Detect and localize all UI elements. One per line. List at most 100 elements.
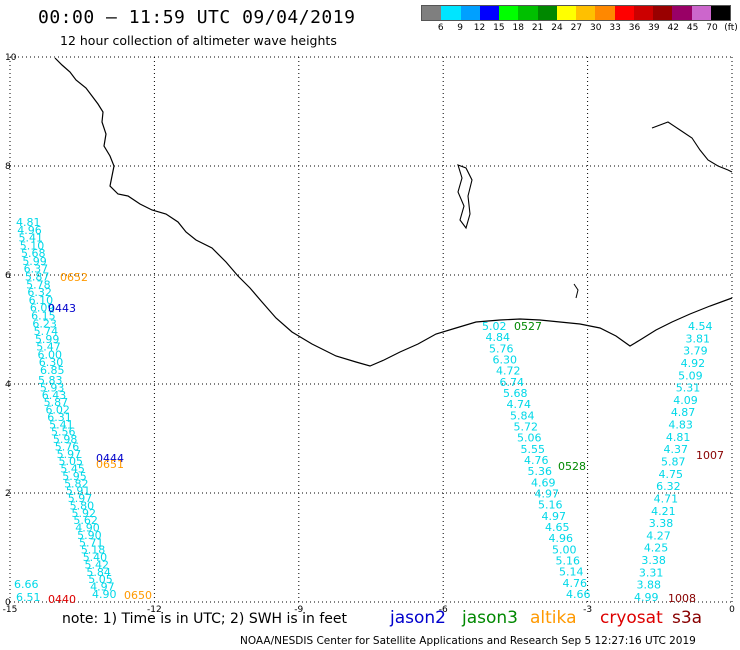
wave-height-label: 5.74 — [34, 325, 59, 338]
x-tick-label: 0 — [729, 605, 735, 615]
wave-height-label: 4.74 — [507, 398, 532, 411]
wave-height-label: 6.51 — [16, 591, 41, 604]
wave-height-label: 4.21 — [651, 505, 676, 518]
upper-right-coast — [651, 121, 733, 173]
wave-height-label: 5.97 — [68, 492, 93, 505]
wave-height-label: 4.87 — [671, 406, 696, 419]
legend-swatch — [672, 6, 692, 20]
wave-height-label: 5.78 — [26, 278, 51, 291]
coastline-path — [54, 57, 733, 367]
wave-height-label: 6.30 — [493, 354, 518, 367]
wave-height-label: 4.37 — [663, 443, 688, 456]
wave-height-label: 3.79 — [683, 345, 708, 358]
wave-height-label: 3.81 — [686, 332, 711, 345]
wave-height-label: 5.84 — [86, 566, 111, 579]
wave-height-label: 6.10 — [29, 294, 53, 307]
x-tick-label: -15 — [3, 605, 18, 615]
wave-height-label: 5.45 — [60, 463, 85, 476]
wave-height-label: 5.99 — [22, 255, 46, 268]
wave-height-label: 6.32 — [656, 480, 681, 493]
legend-label: 42 — [667, 23, 679, 33]
wave-height-label: 6.85 — [40, 364, 65, 377]
wave-height-label: 4.71 — [654, 492, 679, 505]
time-label: 1008 — [668, 592, 696, 605]
wave-height-label: 5.71 — [79, 536, 104, 549]
island-outline — [457, 164, 473, 230]
legend-swatch — [576, 6, 596, 20]
wave-height-label: 3.38 — [649, 517, 674, 530]
wave-height-label: 4.27 — [646, 529, 671, 542]
time-label: 1007 — [696, 449, 724, 462]
satellite-jason2: jason2 — [390, 608, 446, 628]
legend-label: 15 — [493, 23, 505, 33]
satellite-jason3: jason3 — [462, 608, 518, 628]
legend-swatches — [421, 5, 731, 21]
wave-height-label: 3.88 — [636, 579, 661, 592]
wave-height-label: 4.96 — [549, 532, 574, 545]
legend-labels: 6 9 12 15 18 21 24 27 30 33 36 39 42 45 70 (ft) — [421, 21, 738, 35]
y-tick-label: 8 — [5, 162, 11, 172]
x-tick-label: -12 — [147, 605, 162, 615]
wave-height-label: 5.36 — [528, 465, 553, 478]
altimeter-tracks: 4.814.965.415.105.685.996.375.875.786.32… — [14, 216, 713, 604]
time-label: 0443 — [48, 302, 76, 315]
wave-height-label: 5.87 — [661, 456, 686, 469]
legend-label: 30 — [590, 23, 602, 33]
legend-label: 6 — [437, 23, 444, 33]
wave-height-label: 5.72 — [514, 421, 539, 434]
wave-height-label: 5.87 — [44, 396, 69, 409]
legend-label: 24 — [551, 23, 563, 33]
time-label: 0652 — [60, 271, 88, 284]
wave-height-label: 4.54 — [688, 320, 713, 333]
wave-height-label: 4.99 — [634, 591, 659, 604]
legend-swatch — [460, 6, 480, 20]
wave-height-label: 4.81 — [16, 216, 41, 229]
wave-height-label: 5.05 — [58, 455, 83, 468]
wave-height-label: 5.00 — [552, 543, 577, 556]
wave-height-label: 5.56 — [51, 426, 76, 439]
wave-height-label: 6.02 — [45, 404, 69, 417]
wave-height-label: 5.09 — [678, 369, 703, 382]
wave-height-label: 6.37 — [24, 263, 49, 276]
satellite-s3a: s3a — [672, 608, 703, 628]
wave-height-label: 5.83 — [38, 374, 63, 387]
legend-swatch — [614, 6, 634, 20]
wave-height-label: 5.68 — [503, 387, 528, 400]
legend-swatch — [595, 6, 615, 20]
axis-ticks: -15 -12 -9 -6 -3 0 0 2 4 6 8 10 — [3, 53, 735, 615]
wave-height-label: 5.95 — [62, 470, 86, 483]
wave-height-label: 5.82 — [64, 477, 89, 490]
legend-swatch — [710, 6, 730, 20]
wave-height-label: 4.72 — [496, 365, 521, 378]
legend-swatch — [499, 6, 519, 20]
legend-label: 12 — [473, 23, 486, 33]
wave-height-label: 5.76 — [55, 440, 80, 453]
legend-swatch — [537, 6, 557, 20]
wave-height-label: 4.75 — [659, 468, 684, 481]
wave-height-label: 5.87 — [25, 271, 50, 284]
time-label: 0444 — [96, 452, 124, 465]
legend-label: 18 — [512, 23, 524, 33]
wave-height-label: 6.23 — [32, 317, 57, 330]
wave-height-label: 5.97 — [57, 448, 82, 461]
wave-height-label: 4.83 — [668, 419, 693, 432]
wave-height-label: 5.90 — [77, 529, 102, 542]
legend-label: 45 — [686, 23, 699, 33]
wave-height-label: 3.38 — [641, 554, 666, 567]
legend-swatch — [633, 6, 653, 20]
color-legend: 6 9 12 15 18 21 24 27 30 33 36 39 42 45 70 (ft) — [421, 5, 738, 35]
y-tick-label: 4 — [5, 380, 11, 390]
wave-height-label: 5.10 — [20, 239, 45, 252]
wave-height-label: 4.97 — [535, 488, 560, 501]
legend-swatch — [441, 6, 461, 20]
wave-height-label: 4.25 — [644, 542, 669, 555]
legend-swatch — [518, 6, 538, 20]
map-subtitle: 12 hour collection of altimeter wave hei… — [60, 33, 337, 48]
wave-height-label: 5.06 — [517, 432, 542, 445]
wave-height-label: 5.76 — [489, 342, 514, 355]
wave-height-label: 5.02 — [482, 320, 507, 333]
wave-height-label: 6.43 — [42, 389, 67, 402]
wave-height-label: 4.90 — [92, 588, 117, 601]
